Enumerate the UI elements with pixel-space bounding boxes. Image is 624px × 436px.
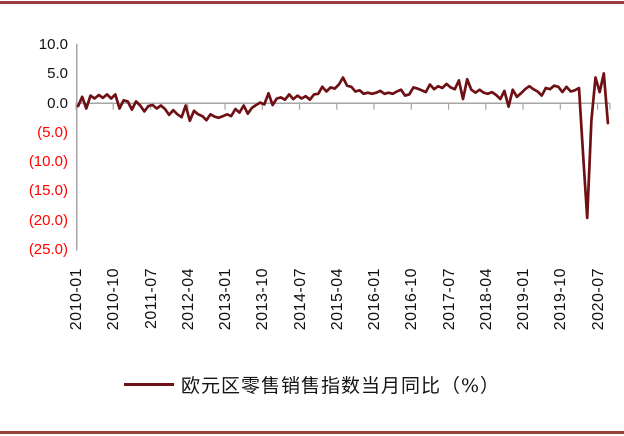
y-axis-tick-label: 10.0 [38,36,68,54]
x-axis-tick-label: 2018-04 [477,268,495,331]
x-axis-tick-label: 2013-01 [217,268,235,331]
legend: 欧元区零售销售指数当月同比（%） [0,369,624,399]
legend-line-swatch-icon [123,382,174,386]
x-axis-tick-label: 2013-10 [254,268,272,331]
x-axis-tick-label: 2019-01 [515,268,533,331]
y-axis-tick-label: 0.0 [47,94,68,112]
y-axis-tick-label: (15.0) [28,182,68,200]
x-axis-tick-label: 2019-10 [552,268,570,331]
x-axis-tick-label: 2010-01 [68,268,86,331]
x-axis-tick-label: 2017-07 [440,268,458,331]
y-axis-tick-labels: 10.0 5.0 0.0 (5.0) (10.0) (15.0) (20.0) (25.0) [0,0,71,280]
x-axis-tick-label: 2010-10 [105,268,123,331]
x-axis-tick-label: 2014-07 [291,268,309,331]
x-axis-tick-label: 2016-10 [403,268,421,331]
bottom-border-rule [0,431,624,434]
legend-series-label: 欧元区零售销售指数当月同比（%） [180,374,501,397]
x-axis-tick-label: 2015-04 [328,268,346,331]
top-border-rule [0,1,624,4]
x-axis-tick-label: 2012-04 [179,268,197,331]
y-axis-tick-label: (5.0) [37,123,68,141]
y-axis-tick-label: (10.0) [28,153,68,171]
x-axis-tick-labels: 2010-01 2010-10 2011-07 2012-04 2013-01 2013-… [68,268,607,331]
x-axis-tick-label: 2020-07 [589,268,607,331]
y-axis-tick-label: (25.0) [28,240,68,258]
x-axis-tick-label: 2011-07 [142,268,160,330]
series-line-eurozone-retail-yoy [76,72,610,220]
y-axis-tick-label: 5.0 [47,65,68,83]
y-axis-tick-label: (20.0) [28,211,68,229]
x-axis-tick-label: 2016-01 [366,268,384,331]
